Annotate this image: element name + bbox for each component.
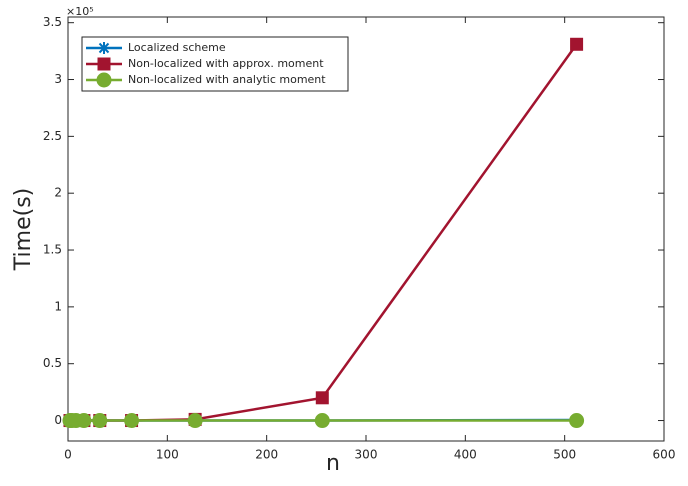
y-axis-label: Time(s) [11, 188, 36, 271]
y-tick-label: 1 [54, 299, 62, 313]
marker [124, 413, 140, 429]
marker [76, 413, 92, 429]
x-axis-label: n [326, 451, 340, 476]
legend-label: Non-localized with approx. moment [128, 57, 324, 70]
legend-label: Non-localized with analytic moment [128, 73, 326, 86]
marker [569, 413, 585, 429]
y-tick-label: 3.5 [43, 15, 62, 29]
y-tick-label: 1.5 [43, 243, 62, 257]
legend-label: Localized scheme [128, 41, 226, 54]
marker [315, 391, 329, 405]
x-tick-label: 300 [355, 448, 378, 462]
y-tick-label: 0 [54, 413, 62, 427]
marker [314, 413, 330, 429]
x-tick-label: 600 [653, 448, 676, 462]
marker [92, 413, 108, 429]
legend-marker [96, 72, 112, 88]
y-tick-label: 0.5 [43, 356, 62, 370]
marker [570, 37, 584, 51]
legend: Localized scheme Non-localized with appro… [81, 36, 349, 92]
x-tick-label: 400 [454, 448, 477, 462]
marker [187, 413, 203, 429]
y-tick-label: 2 [54, 186, 62, 200]
x-tick-label: 100 [156, 448, 179, 462]
x-tick-label: 0 [64, 448, 72, 462]
legend-marker [98, 42, 110, 54]
y-tick-label: 2.5 [43, 129, 62, 143]
x-tick-label: 500 [553, 448, 576, 462]
legend-box [81, 36, 349, 92]
x-tick-label: 200 [255, 448, 278, 462]
y-tick-label: 3 [54, 72, 62, 86]
y-multiplier: ×10⁵ [66, 5, 94, 18]
legend-marker [97, 57, 111, 71]
